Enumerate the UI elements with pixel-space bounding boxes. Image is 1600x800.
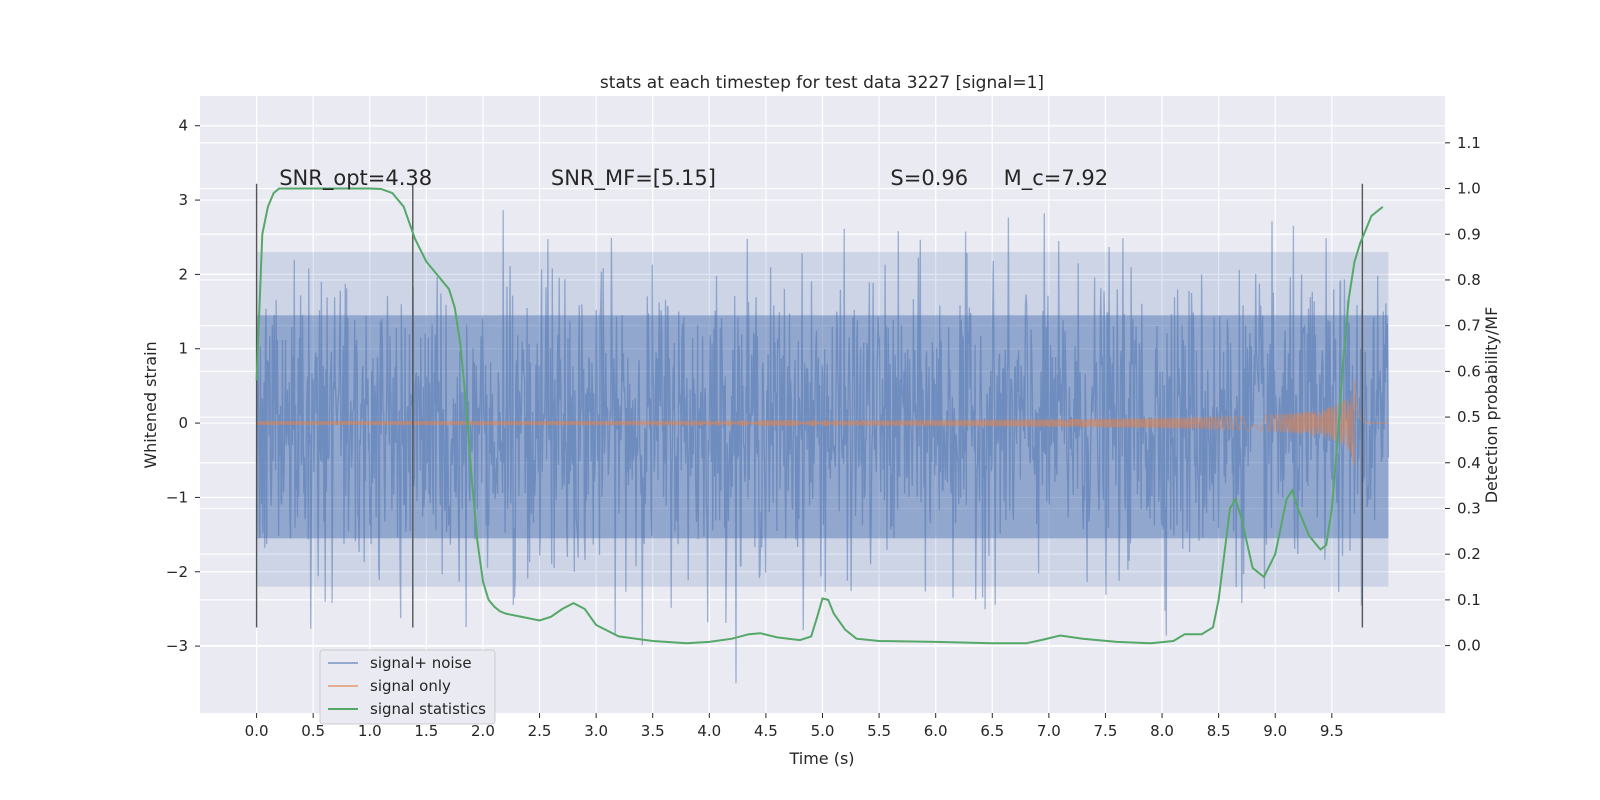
legend-label-signal-statistics: signal statistics [370, 700, 486, 718]
y-tick-label: −3 [166, 637, 188, 655]
data-layer [255, 183, 1390, 684]
y2-tick-label: 0.8 [1457, 271, 1481, 289]
x-tick-label: 2.5 [528, 722, 552, 740]
y-tick-label: 3 [178, 191, 188, 209]
legend-label-signal-noise: signal+ noise [370, 654, 472, 672]
y-axis-label: Whitened strain [141, 341, 160, 468]
x-tick-label: 1.0 [358, 722, 382, 740]
x-tick-label: 7.0 [1037, 722, 1061, 740]
x-tick-label: 4.0 [697, 722, 721, 740]
x-tick-label: 7.5 [1094, 722, 1118, 740]
y2-tick-label: 1.0 [1457, 180, 1481, 198]
x-tick-label: 6.0 [924, 722, 948, 740]
x-tick-label: 0.0 [245, 722, 269, 740]
y2-tick-label: 0.6 [1457, 362, 1481, 380]
annotations: SNR_opt=4.38 SNR_MF=[5.15] S=0.96 M_c=7.92 [279, 166, 1108, 191]
axes: 0.0 0.5 1.0 1.5 2.0 2.5 3.0 3.5 4.0 4.5 5.0 5.5 6.0 6… [166, 117, 1481, 740]
y-tick-label: −1 [166, 488, 188, 506]
y2-tick-label: 0.3 [1457, 499, 1481, 517]
y2-tick-label: 0.5 [1457, 408, 1481, 426]
y-tick-label: 2 [178, 265, 188, 283]
y2-tick-label: 0.1 [1457, 591, 1481, 609]
series-signal-only-line [256, 380, 1389, 466]
y2-tick-label: 0.2 [1457, 545, 1481, 563]
x-tick-label: 8.0 [1150, 722, 1174, 740]
x-tick-label: 9.0 [1263, 722, 1287, 740]
y-tick-label: 0 [178, 414, 188, 432]
x-axis-label: Time (s) [788, 749, 854, 768]
x-tick-label: 8.5 [1207, 722, 1231, 740]
y2-tick-label: 0.9 [1457, 225, 1481, 243]
y2-axis-label: Detection probability/MF [1482, 307, 1501, 504]
x-tick-label: 2.0 [471, 722, 495, 740]
y2-tick-label: 0.4 [1457, 454, 1481, 472]
x-tick-label: 1.5 [414, 722, 438, 740]
chart-title: stats at each timestep for test data 322… [600, 73, 1044, 93]
x-tick-label: 3.5 [641, 722, 665, 740]
annotation-snr-mf: SNR_MF=[5.15] [551, 166, 716, 191]
annotation-snr-opt: SNR_opt=4.38 [279, 166, 432, 191]
y2-tick-label: 0.0 [1457, 637, 1481, 655]
y2-tick-label: 1.1 [1457, 134, 1481, 152]
x-tick-label: 6.5 [980, 722, 1004, 740]
legend-box [319, 649, 496, 725]
series-signal-statistics-line [255, 187, 1384, 645]
x-tick-label: 9.5 [1320, 722, 1344, 740]
x-tick-label: 4.5 [754, 722, 778, 740]
x-tick-label: 0.5 [301, 722, 325, 740]
x-tick-label: 3.0 [584, 722, 608, 740]
x-tick-label: 5.5 [867, 722, 891, 740]
legend-label-signal-only: signal only [370, 677, 451, 695]
y-tick-label: 4 [178, 117, 188, 135]
y-tick-label: −2 [166, 563, 188, 581]
legend: signal+ noise signal only signal statist… [319, 649, 496, 725]
annotation-s: S=0.96 [890, 166, 968, 190]
annotation-mc: M_c=7.92 [1004, 166, 1109, 191]
x-tick-label: 5.0 [811, 722, 835, 740]
y-tick-label: 1 [178, 340, 188, 358]
y2-tick-label: 0.7 [1457, 317, 1481, 335]
